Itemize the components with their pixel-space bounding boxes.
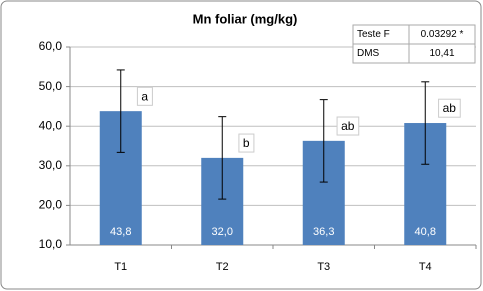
table-text: 0.03292 * <box>421 29 464 40</box>
y-tick-label: 20,0 <box>39 198 63 212</box>
y-tick-label: 40,0 <box>39 118 63 132</box>
x-tick-label: T3 <box>317 261 330 273</box>
x-tick-label: T2 <box>216 261 229 273</box>
table-cell <box>408 43 476 64</box>
value-label: 43,8 <box>110 226 131 238</box>
letter-box <box>238 133 255 153</box>
table-text: 10,41 <box>429 48 454 59</box>
table-text: DMS <box>357 48 380 59</box>
chart-title: Mn foliar (mg/kg) <box>193 11 298 26</box>
y-tick-label: 10,0 <box>39 237 63 251</box>
value-label: 36,3 <box>313 226 334 238</box>
value-label: 32,0 <box>212 226 233 238</box>
y-tick-label: 30,0 <box>39 158 63 172</box>
letter-label: b <box>243 136 250 150</box>
letter-box <box>438 98 461 118</box>
letter-label: ab <box>341 119 355 133</box>
letter-box <box>136 86 153 106</box>
letter-label: a <box>141 89 148 103</box>
letter-box <box>336 116 360 136</box>
x-tick-label: T4 <box>419 261 432 273</box>
letter-label: ab <box>443 101 457 115</box>
table-text: Teste F <box>357 29 390 40</box>
x-tick-label: T1 <box>114 261 127 273</box>
y-tick-label: 60,0 <box>39 39 63 53</box>
value-label: 40,8 <box>415 226 436 238</box>
y-tick-label: 50,0 <box>39 79 63 93</box>
